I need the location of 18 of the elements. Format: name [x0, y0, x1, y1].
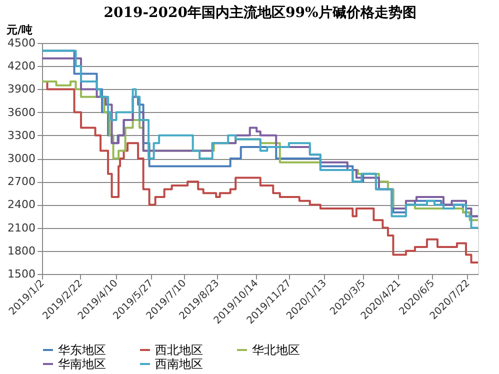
- y-tick-label: 3900: [8, 82, 36, 96]
- y-tick-label: 1500: [8, 268, 36, 280]
- legend-label: 华北地区: [252, 343, 300, 357]
- y-tick-label: 2100: [8, 221, 36, 234]
- y-axis-title: 元/吨: [6, 24, 33, 36]
- y-tick-label: 3600: [8, 106, 36, 119]
- legend-label: 华南地区: [58, 357, 106, 371]
- y-tick-label: 4500: [8, 36, 36, 50]
- legend-label: 西南地区: [155, 357, 203, 371]
- chart-title: 2019-2020年国内主流地区99%片碱价格走势图: [104, 4, 416, 21]
- y-tick-label: 4200: [8, 60, 36, 73]
- legend-label: 西北地区: [155, 343, 203, 357]
- legend-label: 华东地区: [58, 343, 106, 357]
- y-tick-label: 2400: [8, 198, 36, 212]
- y-tick-label: 1800: [8, 244, 36, 258]
- y-tick-label: 2700: [8, 175, 36, 188]
- y-tick-label: 3000: [8, 152, 36, 165]
- y-tick-label: 3300: [8, 128, 36, 142]
